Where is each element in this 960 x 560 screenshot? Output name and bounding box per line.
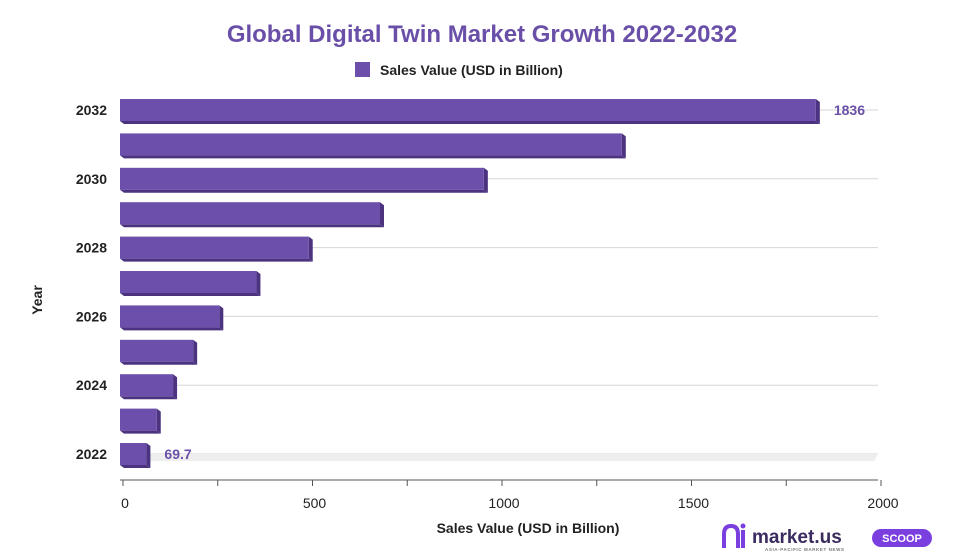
legend-swatch [355, 62, 370, 77]
plot-floor [120, 454, 878, 461]
x-tick-label: 500 [303, 495, 327, 511]
bar-bottom [120, 224, 384, 228]
bar-side [219, 305, 224, 331]
bar-side [621, 133, 626, 159]
logo-badge [872, 529, 932, 547]
bar [120, 339, 194, 362]
x-tick-label: 1000 [488, 495, 519, 511]
gridlines [120, 109, 882, 486]
bar [120, 305, 220, 328]
bar-side [156, 408, 161, 434]
y-tick-label: 2032 [76, 102, 107, 118]
data-label: 69.7 [164, 446, 191, 462]
bar [120, 167, 484, 190]
bar-bottom [120, 396, 178, 400]
bar-bottom [120, 327, 224, 331]
bar-side [379, 202, 384, 228]
x-tick-label: 2000 [867, 495, 898, 511]
bar-bottom [120, 121, 820, 124]
bar [120, 202, 380, 225]
bar-side [815, 99, 820, 124]
bar-side [173, 374, 178, 400]
bar-bottom [120, 155, 626, 159]
y-tick-label: 2030 [76, 171, 107, 187]
x-tick-labels: 0 500 1000 1500 2000 [121, 495, 899, 511]
bar-bottom [120, 293, 261, 296]
bar-bottom [120, 258, 313, 262]
bar-side [193, 339, 198, 365]
data-labels: 69.7 1836 [164, 102, 865, 462]
logo-tagline: ASIA-PACIFIC MARKET NEWS [765, 547, 845, 552]
market-us-logo: market.us ASIA-PACIFIC MARKET NEWS SCOOP [722, 523, 932, 552]
bar-side [256, 271, 261, 296]
y-axis-label: Year [29, 285, 45, 315]
x-axis-label: Sales Value (USD in Billion) [437, 520, 620, 536]
y-tick-label: 2026 [76, 308, 107, 324]
chart-title: Global Digital Twin Market Growth 2022-2… [227, 21, 737, 48]
bar [120, 271, 257, 293]
x-tick-label: 0 [121, 495, 129, 511]
legend: Sales Value (USD in Billion) [355, 62, 563, 78]
data-label: 1836 [834, 102, 865, 118]
bar [120, 133, 622, 156]
bar-side [483, 167, 488, 193]
bar-side [308, 236, 313, 262]
bar-side [146, 443, 151, 468]
y-tick-label: 2024 [76, 377, 107, 393]
bar-bottom [120, 430, 161, 434]
bar [120, 443, 147, 465]
bar-bottom [120, 465, 151, 468]
bar-bottom [120, 361, 198, 365]
legend-label: Sales Value (USD in Billion) [380, 62, 563, 78]
x-tick-label: 1500 [678, 495, 709, 511]
bar [120, 236, 309, 259]
bars [120, 99, 820, 468]
bar-bottom [120, 189, 488, 193]
logo-badge-text: SCOOP [882, 533, 922, 545]
bar [120, 374, 174, 397]
y-tick-label: 2028 [76, 240, 107, 256]
bar [120, 408, 157, 431]
y-tick-label: 2022 [76, 446, 107, 462]
logo-mark-icon [722, 523, 746, 548]
bar [120, 99, 816, 121]
logo-name: market.us [752, 527, 842, 548]
y-tick-labels: 2022 2024 2026 2028 2030 2032 [76, 102, 107, 462]
